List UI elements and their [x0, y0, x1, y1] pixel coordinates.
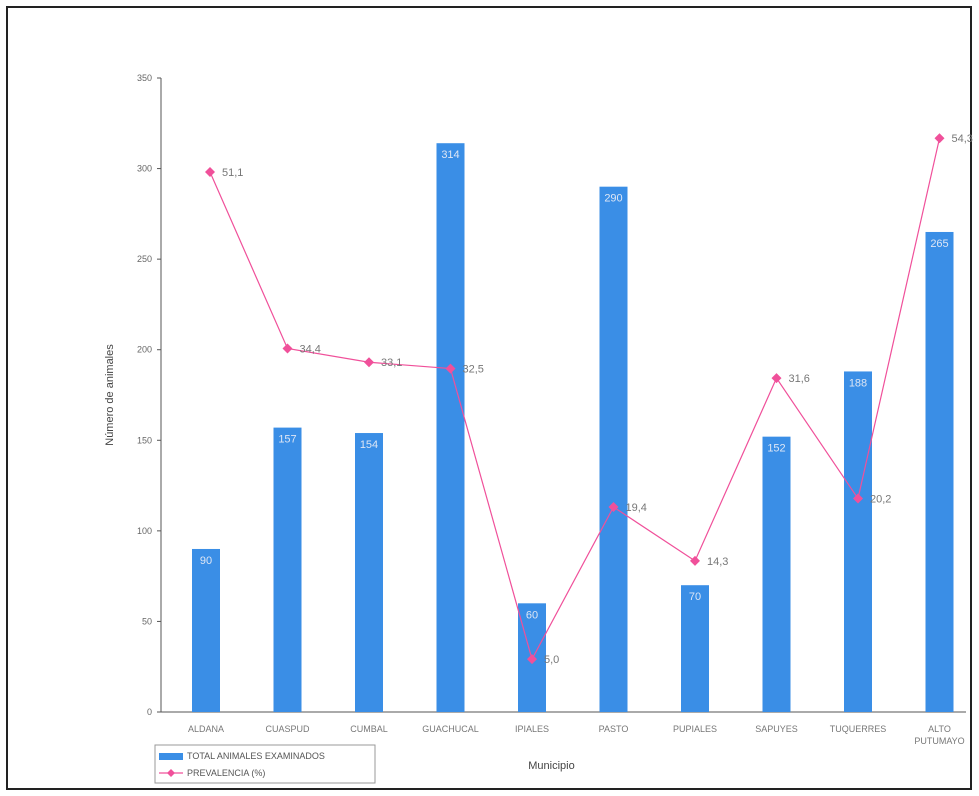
legend-bar-swatch: [159, 753, 183, 760]
bar: [762, 436, 791, 712]
bar-value-label: 60: [526, 609, 538, 621]
prevalence-marker: [205, 167, 215, 178]
x-tick-label: PASTO: [599, 724, 629, 734]
x-axis-label: Municipio: [528, 760, 574, 772]
bar: [436, 143, 465, 712]
prevalence-marker: [364, 357, 374, 368]
y-tick-label: 150: [137, 435, 152, 445]
prevalence-value-label: 51,1: [222, 167, 243, 179]
prevalence-value-label: 20,2: [870, 494, 891, 506]
y-tick-label: 100: [137, 526, 152, 536]
prevalence-value-label: 33,1: [381, 357, 402, 369]
prevalence-value-label: 14,3: [707, 556, 728, 568]
y-axis-label: Número de animales: [104, 344, 116, 446]
x-tick-label: ALTO PUTUMAYO: [914, 724, 964, 746]
prevalence-value-label: 32,5: [463, 364, 484, 376]
bar: [925, 231, 954, 712]
legend-line-label: PREVALENCIA (%): [187, 768, 265, 778]
bar-value-label: 265: [930, 238, 948, 250]
prevalence-value-label: 54,3: [952, 133, 973, 145]
y-tick-label: 200: [137, 345, 152, 355]
bar-value-label: 314: [441, 149, 459, 161]
y-tick-label: 0: [147, 707, 152, 717]
bar-value-label: 90: [200, 555, 212, 567]
chart-axes: 0 50 100 150 200 250 300 350 ALDANA CUASPUD CUMBAL…: [137, 73, 966, 746]
prevalence-marker: [771, 373, 782, 384]
bar-value-label: 188: [849, 377, 867, 389]
x-tick-label: IPIALES: [515, 724, 549, 734]
x-tick-label: GUACHUCAL: [422, 724, 479, 734]
prevalence-marker: [690, 555, 700, 566]
x-tick-label: CUASPUD: [265, 724, 310, 734]
x-tick-label: ALDANA: [188, 724, 224, 734]
prevalence-line-series: [205, 133, 945, 665]
bar: [681, 585, 709, 712]
y-tick-label: 350: [137, 73, 152, 83]
bar: [844, 371, 872, 712]
prevalence-marker: [853, 493, 863, 504]
y-tick-label: 50: [142, 616, 152, 626]
x-tick-label: CUMBAL: [350, 724, 388, 734]
prevalence-value-label: 19,4: [626, 502, 647, 514]
data-labels: 90 157 154 314 60 290 70 152 188 265 51,1 34,4 33,1 3…: [200, 133, 973, 666]
x-tick-label: SAPUYES: [755, 724, 798, 734]
prevalence-value-label: 5,0: [544, 654, 559, 666]
chart-svg: 0 50 100 150 200 250 300 350 ALDANA CUASPUD CUMBAL…: [104, 73, 973, 784]
bar: [192, 548, 220, 712]
x-tick-label: TUQUERRES: [830, 724, 887, 734]
bar: [599, 186, 628, 712]
bar-series: [192, 143, 954, 712]
bar-value-label: 157: [278, 434, 296, 446]
chart-frame: 0 50 100 150 200 250 300 350 ALDANA CUASPUD CUMBAL…: [6, 6, 973, 790]
prevalence-marker: [527, 654, 537, 665]
legend-box: [154, 744, 376, 784]
bar: [355, 433, 383, 712]
bar-value-label: 152: [767, 443, 785, 455]
bar: [273, 427, 302, 712]
prevalence-marker: [934, 133, 945, 144]
prevalence-marker: [608, 502, 619, 513]
y-tick-label: 300: [137, 164, 152, 174]
prevalence-line: [209, 138, 941, 661]
legend-line-marker: [167, 769, 175, 777]
legend: TOTAL ANIMALES EXAMINADOS PREVALENCIA (%): [154, 744, 376, 784]
legend-bar-label: TOTAL ANIMALES EXAMINADOS: [187, 751, 325, 761]
bar-value-label: 290: [604, 193, 622, 205]
bar-value-label: 154: [360, 439, 378, 451]
prevalence-marker: [445, 363, 456, 374]
bar-value-label: 70: [689, 591, 701, 603]
y-tick-label: 250: [137, 254, 152, 264]
x-tick-label: PUPIALES: [673, 724, 717, 734]
prevalence-value-label: 34,4: [300, 344, 321, 356]
prevalence-marker: [282, 343, 293, 354]
prevalence-value-label: 31,6: [789, 373, 810, 385]
